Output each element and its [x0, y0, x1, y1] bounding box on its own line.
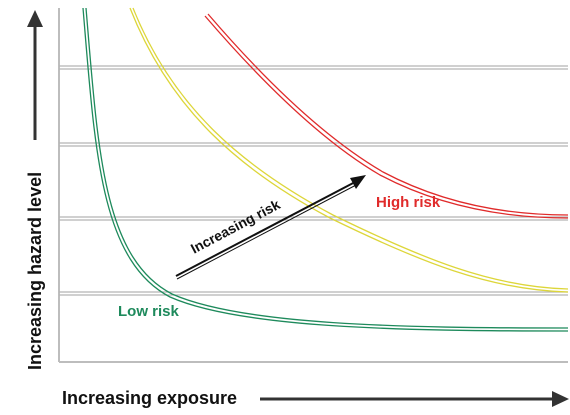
arrow-shaft	[175, 180, 358, 277]
series-line-high-risk	[207, 13, 569, 216]
y-axis-arrow-head-icon	[27, 10, 43, 27]
x-axis-arrow-head-icon	[552, 391, 569, 407]
risk-curves	[82, 7, 569, 332]
series-line-low-risk	[82, 7, 569, 332]
x-axis-label: Increasing exposure	[62, 388, 237, 408]
series-line-high-risk	[204, 15, 569, 219]
gridlines	[59, 65, 568, 296]
arrow-head-icon	[350, 175, 366, 189]
series-line-medium-risk	[132, 7, 569, 290]
y-axis-label: Increasing hazard level	[25, 172, 45, 370]
series-label-high-risk: High risk	[376, 194, 441, 211]
series-label-low-risk: Low risk	[118, 303, 180, 320]
increasing-risk-arrow	[175, 175, 366, 280]
arrow-shaft	[176, 183, 359, 280]
y-axis: Increasing hazard level	[25, 10, 45, 370]
x-axis: Increasing exposure	[62, 388, 569, 408]
series-line-low-risk	[85, 7, 569, 329]
series-line-medium-risk	[129, 7, 569, 293]
